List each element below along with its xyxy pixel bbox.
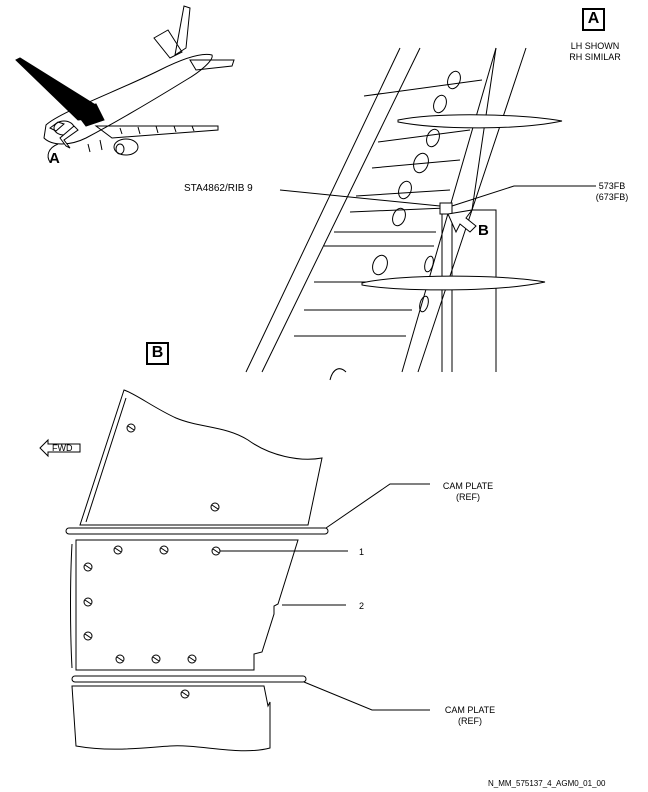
figure-id: N_MM_575137_4_AGM0_01_00 [488, 779, 606, 788]
cam-plate-top-label: CAM PLATE [442, 481, 494, 491]
cam-plate-bottom-ref: (REF) [458, 716, 482, 726]
rh-similar-note: RH SIMILAR [569, 52, 621, 62]
cam-plate-bottom-label: CAM PLATE [444, 705, 496, 715]
fwd-label: FWD [52, 443, 73, 453]
callout-2: 2 [359, 601, 365, 611]
detail-b-label-box: B [146, 342, 169, 365]
aircraft-locator-drawing [15, 5, 235, 163]
view-a-label-box: A [582, 8, 605, 31]
lh-shown-note: LH SHOWN [570, 41, 620, 51]
cam-plate-top-ref: (REF) [456, 492, 480, 502]
view-a-wing-section [245, 47, 596, 381]
panel-label: 573FB [598, 181, 626, 191]
detail-b-drawing [39, 389, 430, 752]
panel-label-alt: (673FB) [595, 192, 629, 202]
view-a-arrow-label: A [49, 150, 60, 167]
station-label: STA4862/RIB 9 [184, 183, 253, 194]
detail-b-arrow-label: B [478, 222, 489, 239]
callout-1: 1 [359, 547, 365, 557]
